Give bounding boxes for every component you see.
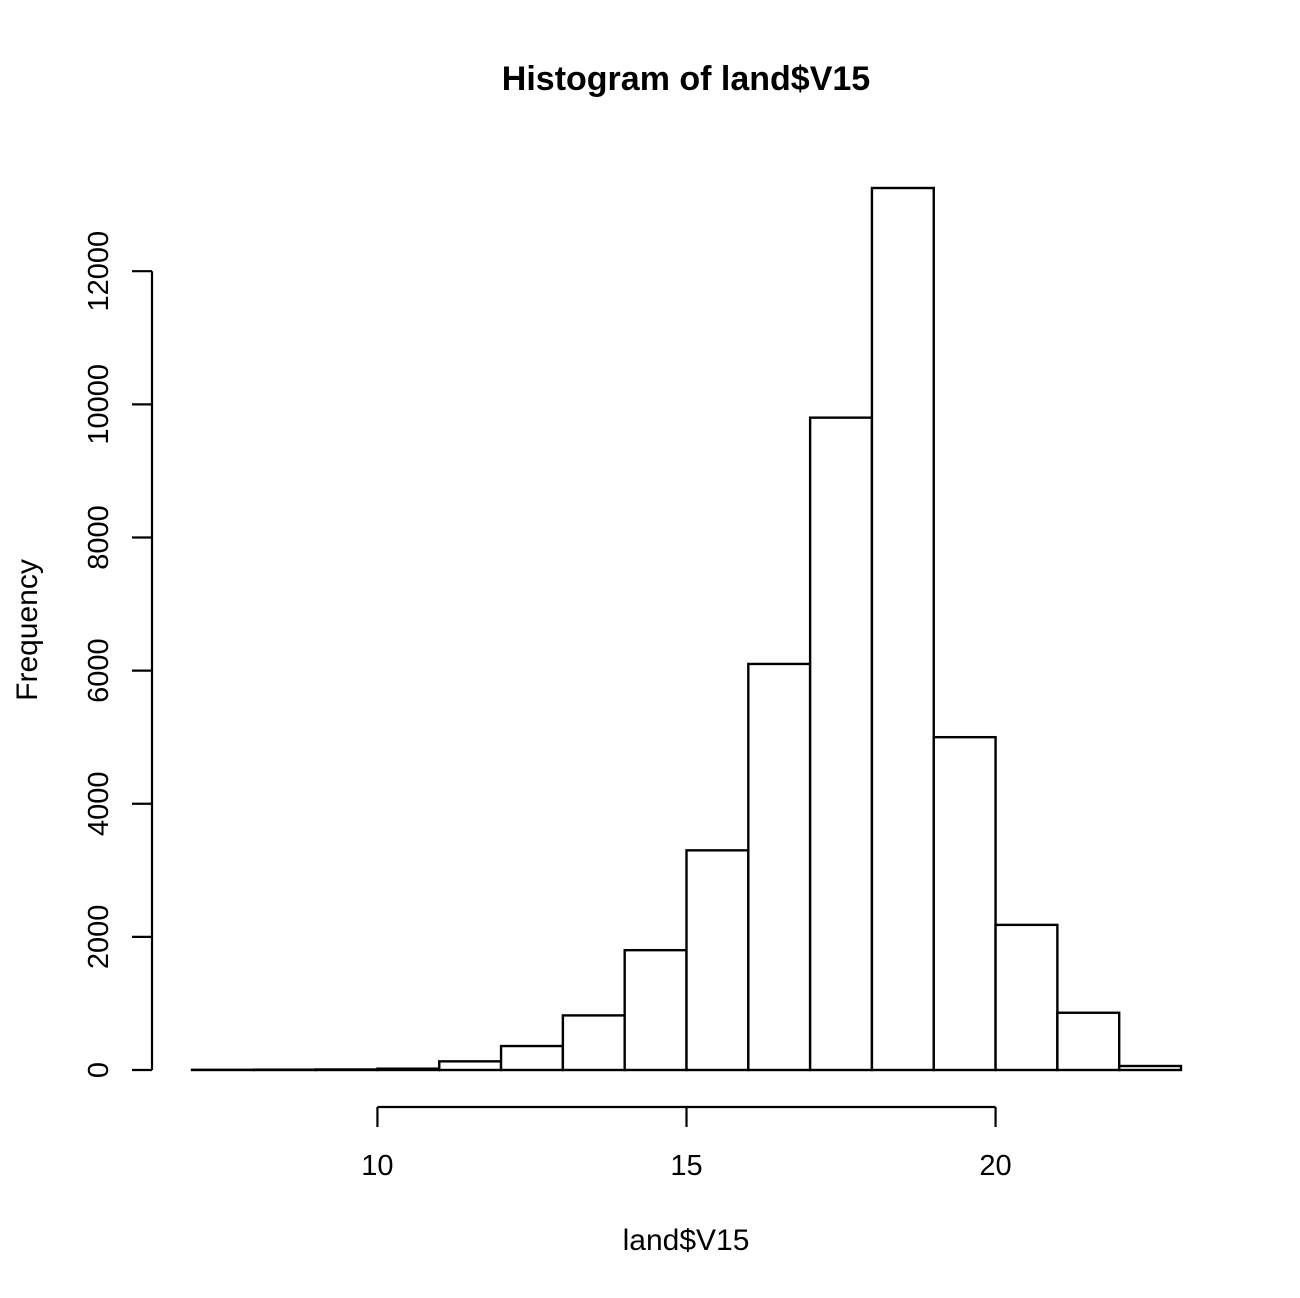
- histogram-bar-13: [994, 923, 1059, 1072]
- y-tick-label-4: 8000: [83, 505, 115, 570]
- histogram-bar-8: [685, 849, 750, 1072]
- y-tick-label-0: 0: [83, 1062, 115, 1078]
- y-axis: 0 2000 4000 6000 8000 10000 12000: [83, 231, 154, 1078]
- bars-group: [190, 186, 1183, 1072]
- histogram-bar-4: [438, 1060, 503, 1072]
- y-tick-label-2: 4000: [83, 771, 115, 836]
- histogram-bar-6: [561, 1014, 626, 1072]
- histogram-bar-11: [870, 186, 935, 1072]
- x-tick-label-1: 15: [670, 1150, 702, 1182]
- histogram-bar-9: [747, 662, 812, 1072]
- histogram-bar-10: [808, 416, 874, 1072]
- x-axis-label: land$V15: [623, 1224, 750, 1257]
- y-tick-label-1: 2000: [83, 905, 115, 970]
- y-axis-label: Frequency: [11, 559, 44, 701]
- y-tick-label-5: 10000: [83, 364, 115, 445]
- histogram-bar-3: [376, 1067, 441, 1072]
- histogram-bar-2: [314, 1068, 379, 1072]
- y-tick-label-3: 6000: [83, 638, 115, 703]
- histogram-bar-15: [1117, 1064, 1183, 1072]
- y-tick-label-6: 12000: [83, 231, 115, 312]
- histogram-bar-12: [932, 735, 997, 1072]
- x-axis: 10 15 20: [361, 1105, 1012, 1182]
- x-tick-label-0: 10: [361, 1150, 393, 1182]
- chart-title: Histogram of land$V15: [502, 60, 870, 98]
- x-tick-label-2: 20: [979, 1150, 1011, 1182]
- histogram-bar-14: [1056, 1011, 1121, 1072]
- histogram-bar-5: [499, 1044, 565, 1072]
- histogram-bar-7: [623, 948, 688, 1072]
